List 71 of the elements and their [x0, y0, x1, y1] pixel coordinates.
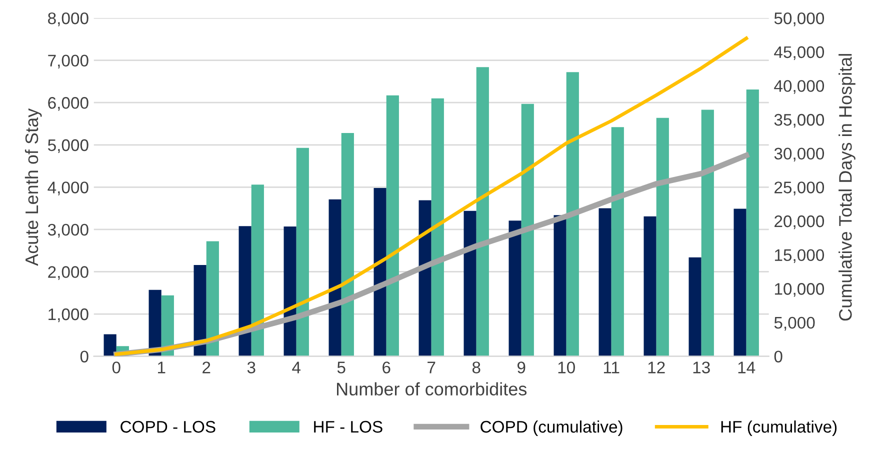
bar — [251, 184, 264, 356]
y2-tick-label: 50,000 — [774, 12, 824, 26]
x-tick-label: 2 — [202, 362, 210, 374]
bar — [386, 95, 399, 356]
y-tick-label: 0 — [80, 350, 88, 362]
bar — [238, 226, 252, 356]
bar — [688, 257, 702, 356]
x-tick-label: 8 — [472, 362, 480, 374]
y2-tick-label: 25,000 — [774, 182, 824, 196]
bar — [206, 241, 219, 356]
legend-label: COPD (cumulative) — [480, 420, 622, 436]
bar — [611, 127, 624, 356]
y2-tick-label: 45,000 — [774, 46, 824, 60]
bar — [341, 133, 354, 356]
bar — [284, 226, 296, 356]
x-tick-label: 1 — [158, 362, 166, 374]
x-tick-label: 12 — [648, 362, 665, 374]
y-tick-label: 1,000 — [48, 308, 88, 322]
y2-axis-title: Cumulative Total Days in Hospital — [838, 54, 856, 321]
x-tick-label: 11 — [604, 362, 620, 374]
legend-label: HF - LOS — [314, 420, 382, 433]
legend-label: COPD - LOS — [120, 420, 216, 433]
y2-tick-label: 40,000 — [774, 80, 824, 94]
bar — [104, 334, 116, 356]
y-axis-title: Acute Lenth of Stay — [24, 108, 42, 266]
y2-tick-label: 5,000 — [774, 316, 815, 331]
y2-tick-label: 0 — [774, 350, 782, 362]
x-tick-label: 7 — [428, 362, 436, 374]
bar — [296, 148, 309, 356]
y2-tick-label: 35,000 — [774, 114, 824, 128]
bar — [148, 290, 162, 356]
y-tick-label: 6,000 — [48, 97, 88, 111]
y-tick-label: 7,000 — [48, 54, 88, 68]
bar — [656, 118, 669, 356]
bar — [644, 216, 656, 356]
bar — [194, 264, 206, 356]
y2-tick-label: 15,000 — [774, 249, 824, 263]
y2-tick-label: 10,000 — [774, 283, 824, 297]
x-tick-label: 13 — [693, 362, 710, 374]
x-tick-label: 14 — [738, 362, 756, 374]
x-axis-title: Number of comorbidites — [337, 382, 527, 396]
bar — [734, 208, 746, 356]
x-tick-label: 3 — [247, 362, 256, 374]
x-tick-label: 4 — [292, 362, 301, 374]
x-tick-label: 0 — [112, 362, 120, 374]
bar — [431, 98, 444, 356]
y-tick-label: 3,000 — [48, 224, 88, 238]
bar — [521, 104, 534, 356]
bar — [508, 220, 522, 356]
bar — [598, 208, 612, 356]
y-tick-label: 8,000 — [48, 12, 88, 26]
bar — [374, 188, 386, 356]
bar — [746, 89, 759, 356]
bar — [464, 210, 476, 356]
bar — [566, 72, 579, 356]
line-series — [114, 36, 748, 356]
legend-label: HF (cumulative) — [721, 420, 837, 436]
bar — [554, 215, 566, 356]
y-tick-label: 2,000 — [48, 266, 88, 280]
bar — [418, 200, 432, 356]
x-tick-label: 10 — [558, 362, 575, 374]
y-tick-label: 5,000 — [48, 139, 88, 154]
x-tick-label: 5 — [337, 362, 346, 374]
bar — [701, 110, 714, 356]
x-tick-label: 9 — [518, 362, 526, 374]
y2-tick-label: 30,000 — [774, 148, 824, 162]
y-tick-label: 4,000 — [48, 182, 88, 196]
y2-tick-label: 20,000 — [774, 215, 824, 230]
x-tick-label: 6 — [382, 362, 390, 374]
bar — [328, 199, 342, 356]
bar — [476, 67, 489, 356]
